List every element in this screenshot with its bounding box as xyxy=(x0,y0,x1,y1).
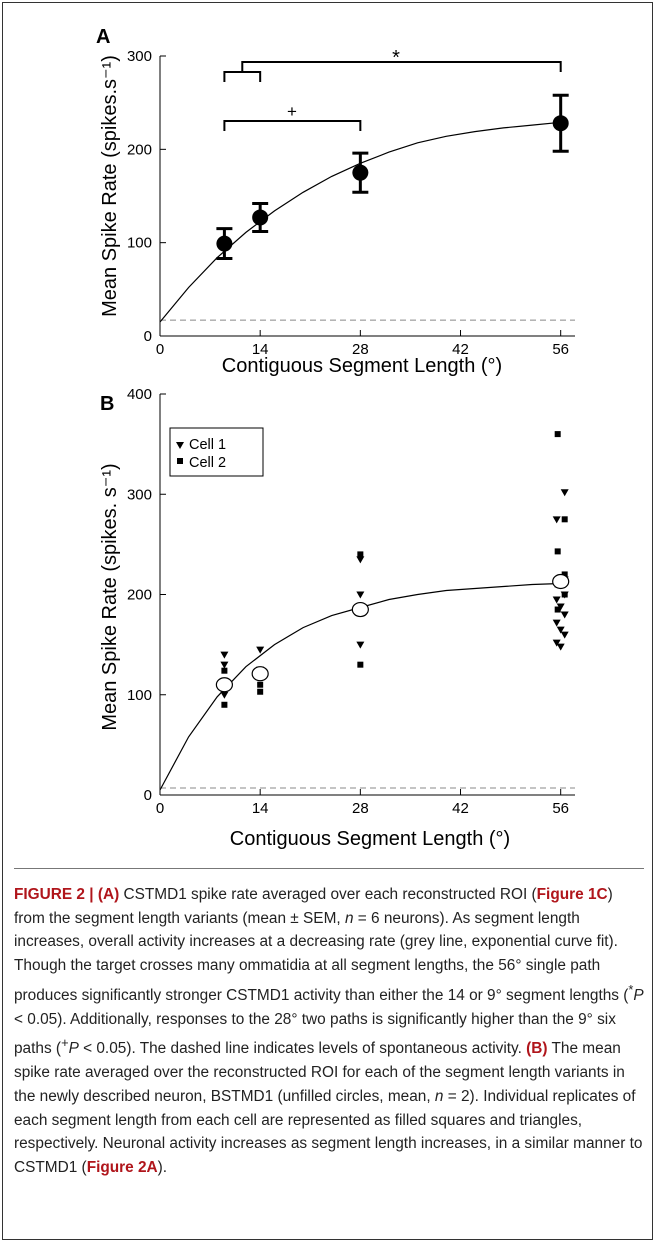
panel-b-chart: B Contiguous Segment Length (°) Mean Spi… xyxy=(99,386,575,850)
caption-text: < 0.05). The dashed line indicates level… xyxy=(78,1040,527,1058)
cell-1-triangle-point xyxy=(220,651,229,659)
mean-point xyxy=(216,235,233,252)
panel-b: B Contiguous Segment Length (°) Mean Spi… xyxy=(0,378,657,858)
caption-ref-figure-1c[interactable]: Figure 1C xyxy=(536,886,608,903)
caption-superscript: * xyxy=(628,981,634,997)
caption-superscript: + xyxy=(61,1035,69,1051)
legend-box xyxy=(169,427,264,477)
caption-ref-figure-2a[interactable]: Figure 2A xyxy=(86,1158,158,1176)
panel-b-y-tick-label: 300 xyxy=(127,486,152,503)
panel-b-y-tick-label: 200 xyxy=(127,587,152,604)
cell-1-triangle-point xyxy=(560,489,569,497)
mean-circle xyxy=(552,573,570,590)
panel-a-y-tick-label: 100 xyxy=(127,235,152,252)
cell-1-triangle-point xyxy=(552,516,561,524)
panel-a-x-tick-label: 56 xyxy=(552,341,569,358)
caption-text: = 6 neurons). As segment length increase… xyxy=(14,909,629,1004)
panel-a-x-tick-label: 28 xyxy=(352,341,369,358)
panel-a-x-title: Contiguous Segment Length (°) xyxy=(222,355,502,377)
panel-a-y-title: Mean Spike Rate (spikes.s⁻¹) xyxy=(99,55,121,317)
legend-cell-1: Cell 1 xyxy=(189,437,226,453)
significance-star: * xyxy=(392,47,400,69)
panel-a-x-tick-label: 0 xyxy=(156,341,164,358)
cell-2-square-point xyxy=(357,661,364,668)
cell-1-triangle-point xyxy=(220,691,229,699)
panel-a-y-tick-label: 300 xyxy=(127,48,152,65)
caption-text: ) from the segment length variants (mean… xyxy=(14,886,613,927)
caption-figure-label: FIGURE 2 | (A) xyxy=(14,886,120,903)
panel-b-y-tick-label: 400 xyxy=(127,386,152,403)
caption-panel-b-label: (B) xyxy=(526,1040,548,1058)
mean-circle xyxy=(351,601,369,618)
panel-b-x-tick-label: 42 xyxy=(452,800,469,817)
panel-a-label: A xyxy=(96,26,110,48)
cell-2-square-point xyxy=(561,516,568,523)
panel-a-x-tick-label: 42 xyxy=(452,341,469,358)
caption-text: ). xyxy=(157,1158,168,1176)
significance-bracket-9-28 xyxy=(223,120,362,131)
panel-a-x-tick-label: 14 xyxy=(252,341,269,358)
cell-2-square-point xyxy=(357,551,364,558)
cell-1-triangle-point xyxy=(356,591,365,599)
cell-2-square-point xyxy=(561,571,568,578)
mean-circle xyxy=(215,677,233,693)
cell-2-square-point xyxy=(257,681,264,688)
panel-b-x-tick-label: 0 xyxy=(156,800,164,817)
cell-1-triangle-point xyxy=(356,641,365,649)
legend-square-icon xyxy=(177,458,183,464)
cell-2-square-point xyxy=(257,688,264,695)
caption-text: CSTMD1 spike rate averaged over each rec… xyxy=(119,886,537,903)
panel-b-y-tick-label: 100 xyxy=(127,687,152,704)
caption-text: < 0.05). Additionally, responses to the … xyxy=(14,1010,616,1058)
panel-b-y-tick-label: 0 xyxy=(144,787,152,804)
mean-circle xyxy=(251,666,269,682)
significance-bracket-9-14 xyxy=(223,71,262,82)
cell-1-triangle-point xyxy=(560,631,569,639)
caption-italic-p: P xyxy=(633,986,644,1004)
cell-2-square-point xyxy=(221,701,228,708)
caption-italic-n: n xyxy=(344,909,354,927)
panel-a-y-tick-label: 200 xyxy=(127,141,152,158)
cell-2-square-point xyxy=(221,667,228,674)
mean-point xyxy=(252,209,269,226)
cell-1-triangle-point xyxy=(556,626,565,634)
cell-1-triangle-point xyxy=(256,646,265,654)
panel-b-x-tick-label: 56 xyxy=(552,800,569,817)
cell-2-square-point xyxy=(554,606,561,613)
mean-point xyxy=(352,164,369,181)
significance-plus: + xyxy=(287,102,297,121)
mean-point xyxy=(552,115,569,132)
panel-b-x-tick-label: 28 xyxy=(352,800,369,817)
cell-1-triangle-point xyxy=(560,611,569,619)
cell-1-triangle-point xyxy=(552,596,561,604)
legend-triangle-icon xyxy=(176,442,184,449)
cell-1-triangle-point xyxy=(556,643,565,651)
cell-2-square-point xyxy=(561,591,568,598)
panel-a-chart: A Contiguous Segment Length (°) Mean Spi… xyxy=(96,26,575,377)
significance-bracket-56 xyxy=(241,61,562,72)
cell-1-triangle-point xyxy=(356,556,365,564)
cell-1-triangle-point xyxy=(220,661,229,669)
caption-text: = 2). Individual replicates of each segm… xyxy=(14,1087,643,1176)
cell-1-triangle-point xyxy=(552,619,561,627)
figure-caption: FIGURE 2 | (A) CSTMD1 spike rate average… xyxy=(14,868,644,1180)
panel-b-x-title: Contiguous Segment Length (°) xyxy=(230,828,510,850)
caption-italic-p: P xyxy=(68,1040,79,1058)
cell-1-triangle-point xyxy=(552,639,561,647)
cell-2-square-point xyxy=(554,548,561,555)
caption-text: The mean spike rate averaged over the re… xyxy=(14,1040,625,1105)
caption-italic-n: n xyxy=(434,1087,444,1105)
panel-b-x-tick-label: 14 xyxy=(252,800,269,817)
cell-2-square-point xyxy=(554,431,561,438)
panel-a-y-tick-label: 0 xyxy=(144,328,152,345)
panel-b-label: B xyxy=(100,393,114,415)
panel-b-y-title: Mean Spike Rate (spikes. s⁻¹) xyxy=(99,463,121,730)
legend-cell-2: Cell 2 xyxy=(189,455,226,471)
panel-a: A Contiguous Segment Length (°) Mean Spi… xyxy=(0,0,657,378)
